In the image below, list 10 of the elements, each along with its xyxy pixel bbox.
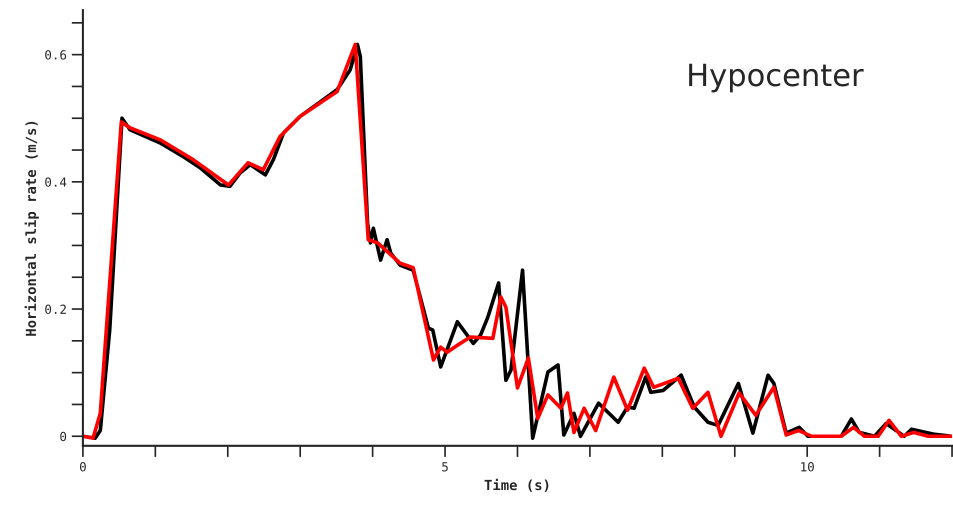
annotation: Hypocenter — [689, 64, 864, 92]
y-tick-label: 0.2 — [45, 304, 66, 314]
x-tick-label: 0 — [80, 462, 86, 472]
x-tick-label: 5 — [442, 462, 448, 472]
y-tick-label: 0.6 — [45, 50, 66, 60]
x-tick-label: 10 — [801, 462, 814, 472]
y-tick-label: 0 — [60, 432, 66, 442]
x-axis-title: Time (s) — [484, 478, 548, 492]
y-axis-title: Horizontal slip rate (m/s) — [24, 122, 39, 336]
y-tick-label: 0.4 — [45, 177, 66, 187]
